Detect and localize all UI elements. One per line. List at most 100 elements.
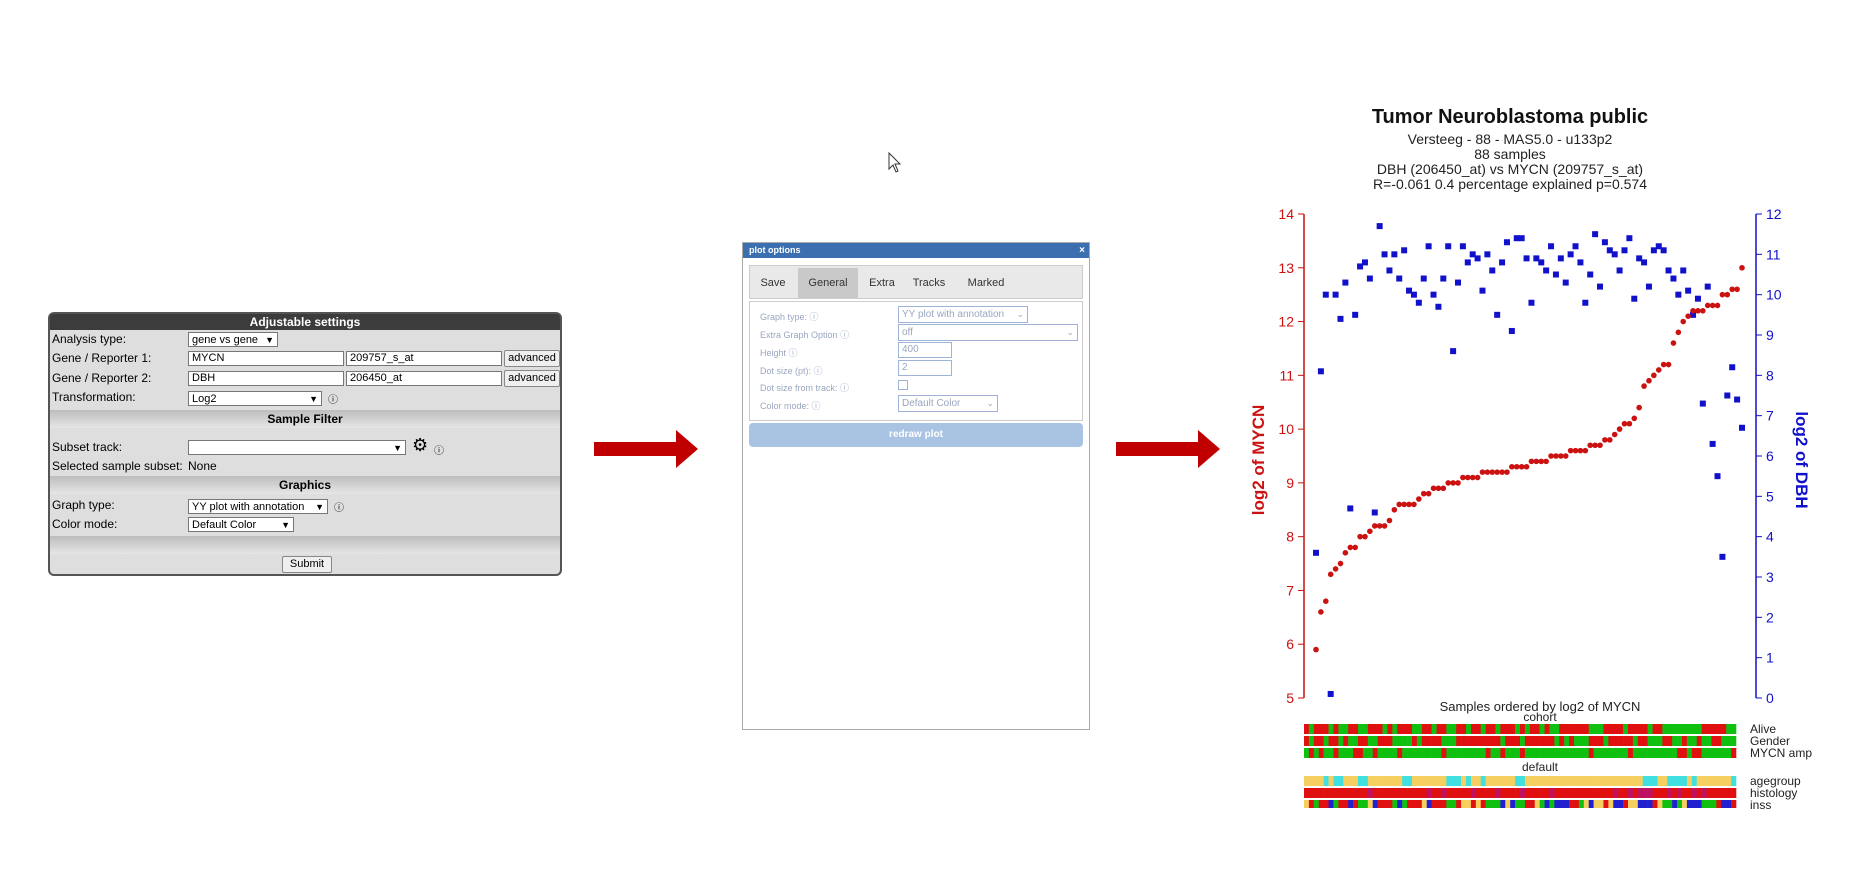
height-input[interactable]: 400 — [898, 342, 952, 358]
subset-track-select[interactable]: ▼ — [188, 440, 406, 455]
adjustable-settings-panel: Adjustable settings Analysis type: gene … — [48, 312, 562, 576]
gene2-input[interactable] — [188, 371, 344, 386]
annotation-cell — [1480, 748, 1486, 758]
color-mode-label-text: Color mode: — [760, 401, 810, 411]
tab-save[interactable]: Save — [760, 277, 786, 289]
gene1-advanced-button[interactable]: advanced — [504, 350, 560, 367]
chevron-down-icon: ⌄ — [986, 398, 994, 408]
mycn-point — [1621, 420, 1628, 427]
color-mode-select[interactable]: Default Color ⌄ — [898, 395, 998, 412]
dbh-point — [1577, 259, 1584, 266]
extra-option-select[interactable]: off ⌄ — [898, 324, 1078, 341]
graph-type-select[interactable]: YY plot with annotation ▼ — [188, 499, 328, 514]
right-tick-label: 9 — [1766, 327, 1774, 343]
annotation-cell — [1623, 800, 1629, 808]
annotation-cell — [1451, 724, 1457, 734]
annotation-cell — [1574, 736, 1580, 746]
submit-button[interactable]: Submit — [282, 556, 332, 573]
gene2-advanced-button[interactable]: advanced — [504, 370, 560, 387]
mycn-point — [1597, 442, 1603, 449]
dot-size-input[interactable]: 2 — [898, 360, 952, 376]
annotation-cell — [1456, 736, 1462, 746]
annotation-cell — [1569, 800, 1575, 808]
tab-tracks[interactable]: Tracks — [912, 277, 946, 289]
annotation-cell — [1564, 788, 1570, 798]
info-icon[interactable]: ⓘ — [788, 348, 798, 358]
annotation-cell — [1524, 800, 1531, 808]
dot-track-checkbox[interactable] — [898, 380, 908, 390]
graph-type-label-text: Graph type: — [760, 312, 808, 322]
annotation-cell — [1348, 724, 1354, 734]
info-icon[interactable]: ⓘ — [813, 366, 823, 376]
left-tick-label: 7 — [1286, 582, 1294, 598]
annotation-cell — [1323, 788, 1329, 798]
annotation-cell — [1672, 788, 1678, 798]
info-icon[interactable]: ⓘ — [840, 330, 850, 340]
dialog-titlebar: plot options × — [743, 243, 1089, 258]
transformation-select[interactable]: Log2 ▼ — [188, 391, 322, 406]
annotation-cell — [1657, 788, 1663, 798]
annotation-cell — [1529, 788, 1536, 798]
dbh-point — [1694, 295, 1701, 302]
mycn-point — [1440, 485, 1447, 492]
annotation-cell — [1495, 788, 1501, 798]
tab-general[interactable]: General — [798, 268, 858, 298]
annotation-cell — [1613, 800, 1619, 808]
info-icon[interactable]: ⓘ — [328, 395, 338, 406]
info-icon[interactable]: ⓘ — [809, 312, 819, 322]
dbh-point — [1523, 255, 1530, 262]
annotation-cell — [1377, 776, 1383, 786]
annotation-cell — [1333, 724, 1339, 734]
dbh-point — [1636, 255, 1643, 262]
dbh-point — [1670, 275, 1677, 282]
annotation-cell — [1696, 800, 1702, 808]
extra-option-value: off — [902, 327, 913, 338]
annotation-cell — [1372, 736, 1378, 746]
gene2-probe-input[interactable] — [346, 371, 502, 386]
annotation-cell — [1686, 748, 1693, 758]
gear-icon[interactable]: ⚙ — [412, 435, 429, 455]
info-icon[interactable]: ⓘ — [434, 446, 444, 457]
annotation-cell — [1686, 724, 1693, 734]
gene1-probe-input[interactable] — [346, 351, 502, 366]
info-icon[interactable]: ⓘ — [334, 503, 344, 514]
dbh-point — [1641, 259, 1648, 266]
annotation-cell — [1348, 800, 1354, 808]
graph-type-label: Graph type: — [52, 498, 115, 512]
annotation-cell — [1353, 736, 1359, 746]
analysis-type-select[interactable]: gene vs gene ▼ — [188, 332, 278, 347]
mycn-point — [1714, 302, 1721, 309]
annotation-cell — [1343, 776, 1349, 786]
annotation-cell — [1539, 788, 1545, 798]
info-icon[interactable]: ⓘ — [840, 383, 850, 393]
annotation-cell — [1436, 736, 1442, 746]
tab-extra[interactable]: Extra — [869, 277, 895, 289]
right-tick-label: 5 — [1766, 488, 1774, 504]
close-icon[interactable]: × — [1079, 245, 1085, 256]
annotation-cell — [1662, 776, 1668, 786]
annotation-cell — [1515, 800, 1521, 808]
dot-size-label: Dot size (pt): ⓘ — [760, 364, 823, 377]
annotation-cell — [1716, 776, 1722, 786]
info-icon[interactable]: ⓘ — [811, 401, 821, 411]
annotation-cell — [1544, 800, 1550, 808]
tab-marked[interactable]: Marked — [967, 277, 1005, 289]
mycn-point — [1386, 517, 1393, 524]
annotation-cell — [1578, 724, 1585, 734]
annotation-cell — [1466, 776, 1472, 786]
redraw-plot-button[interactable]: redraw plot — [749, 423, 1083, 447]
gene1-input[interactable] — [188, 351, 344, 366]
color-mode-select[interactable]: Default Color ▼ — [188, 517, 294, 532]
right-tick-label: 7 — [1766, 408, 1774, 424]
annotation-cell — [1495, 776, 1501, 786]
graph-type-select[interactable]: YY plot with annotation ⌄ — [898, 306, 1028, 323]
annotation-cell — [1662, 788, 1668, 798]
dbh-point — [1709, 440, 1716, 447]
annotation-cell — [1338, 800, 1344, 808]
annotation-cell — [1318, 776, 1324, 786]
annotation-cell — [1485, 800, 1491, 808]
annotation-cell — [1701, 776, 1707, 786]
annotation-cell — [1323, 800, 1329, 808]
mycn-point — [1523, 463, 1530, 470]
